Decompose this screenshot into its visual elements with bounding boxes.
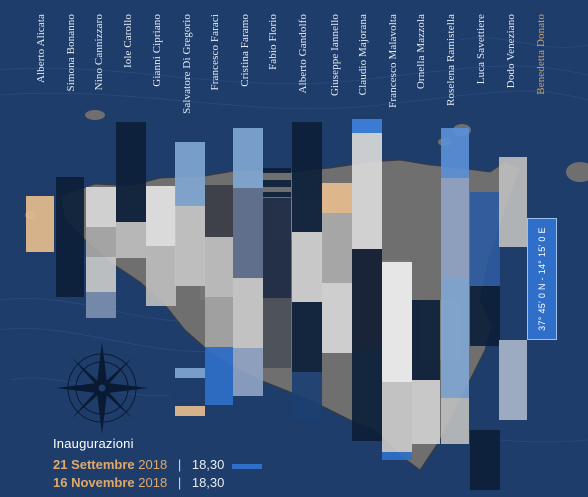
small-blue-dash xyxy=(232,464,262,469)
artist-bar xyxy=(86,0,116,497)
coordinates-label: 37° 45' 0 N - 14° 15' 0 E xyxy=(537,227,547,331)
event-date: 16 Novembre xyxy=(53,475,135,490)
bar-segment xyxy=(292,372,322,420)
bar-segment xyxy=(205,237,233,297)
event-time: 18,30 xyxy=(191,475,225,490)
island-small xyxy=(85,110,105,120)
bar-segment xyxy=(292,302,322,372)
event-separator: | xyxy=(177,475,182,490)
bar-segment xyxy=(175,206,205,286)
bar-segment xyxy=(441,278,469,398)
bar-segment xyxy=(382,262,412,382)
event-date: 21 Settembre xyxy=(53,457,135,472)
event-year: 2018 xyxy=(138,457,168,472)
coordinates-box: 37° 45' 0 N - 14° 15' 0 E xyxy=(527,218,557,340)
artist-bar xyxy=(352,0,382,497)
bar-segment xyxy=(86,187,116,227)
bar-segment xyxy=(116,122,146,222)
bar-segment xyxy=(470,430,500,490)
bar-segment xyxy=(263,168,291,173)
bar-segment xyxy=(263,298,291,368)
island-small xyxy=(566,162,588,182)
artist-bar xyxy=(292,0,322,497)
bar-segment xyxy=(352,349,382,441)
bar-segment xyxy=(412,300,440,380)
bar-segment xyxy=(26,196,54,252)
artist-bar xyxy=(116,0,146,497)
artist-bar xyxy=(146,0,176,497)
bar-segment xyxy=(205,297,233,347)
artist-bar xyxy=(441,0,469,497)
bar-segment xyxy=(263,192,291,197)
bar-segment xyxy=(86,257,116,292)
bar-segment xyxy=(322,283,352,353)
bar-segment xyxy=(56,177,84,297)
bar-segment xyxy=(499,157,527,247)
bar-segment xyxy=(322,183,352,213)
artist-bar xyxy=(56,0,84,497)
bar-segment xyxy=(470,192,500,286)
bar-segment xyxy=(146,186,176,246)
bar-segment xyxy=(116,222,146,258)
bar-segment xyxy=(233,188,263,278)
bar-segment xyxy=(352,249,382,349)
artist-bar xyxy=(263,0,291,497)
artist-bar xyxy=(470,0,500,497)
bar-segment xyxy=(382,382,412,452)
bar-segment xyxy=(470,286,500,346)
artist-name: Benedetta Donato xyxy=(535,14,547,95)
bar-segment xyxy=(233,278,263,348)
bar-segment xyxy=(352,133,382,249)
event-year: 2018 xyxy=(138,475,168,490)
bar-segment xyxy=(86,292,116,318)
bar-segment xyxy=(263,198,291,298)
bar-segment xyxy=(499,340,527,420)
artist-bar xyxy=(205,0,233,497)
event-time: 18,30 xyxy=(191,457,225,472)
event-row-2: 16 Novembre 2018 | 18,30 xyxy=(53,474,224,492)
bar-segment xyxy=(412,380,440,444)
artist-bar xyxy=(26,0,54,497)
bar-segment xyxy=(233,128,263,188)
bar-segment xyxy=(292,232,322,302)
bar-segment xyxy=(322,213,352,283)
artist-bar xyxy=(233,0,263,497)
inaugurations-title: Inaugurazioni xyxy=(53,436,134,451)
artist-bar xyxy=(382,0,412,497)
inaugurations-block: Inaugurazioni 21 Settembre 2018 | 18,30 … xyxy=(53,436,224,492)
bar-segment xyxy=(382,452,412,460)
bar-segment xyxy=(233,348,263,396)
bar-segment xyxy=(441,128,469,178)
artist-bar xyxy=(322,0,352,497)
bar-segment xyxy=(352,119,382,133)
artist-bar xyxy=(499,0,527,497)
bar-segment xyxy=(441,178,469,278)
bar-segment xyxy=(175,142,205,206)
bar-segment xyxy=(441,398,469,444)
event-separator: | xyxy=(177,457,182,472)
bar-segment xyxy=(263,180,291,187)
event-row-1: 21 Settembre 2018 | 18,30 xyxy=(53,456,224,474)
bar-segment xyxy=(292,122,322,232)
artist-bar xyxy=(175,0,205,497)
artist-bar xyxy=(412,0,440,497)
bar-segment xyxy=(175,406,205,416)
compass-rose-icon xyxy=(56,342,148,434)
bar-segment xyxy=(205,347,233,405)
bar-segment xyxy=(205,185,233,237)
bar-segment xyxy=(146,246,176,306)
bar-segment xyxy=(175,368,205,378)
bar-segment xyxy=(86,227,116,257)
